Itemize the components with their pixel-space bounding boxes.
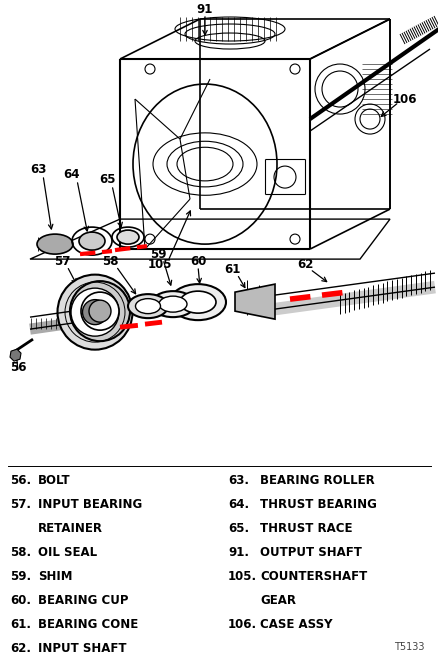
Polygon shape [30, 219, 389, 259]
Text: THRUST RACE: THRUST RACE [259, 522, 352, 535]
Ellipse shape [180, 291, 215, 313]
Text: 57.: 57. [10, 498, 31, 511]
Text: BOLT: BOLT [38, 474, 71, 487]
Ellipse shape [89, 300, 111, 322]
Text: 62.: 62. [10, 642, 31, 655]
Polygon shape [10, 349, 21, 361]
Text: 91.: 91. [227, 546, 248, 559]
Text: BEARING CONE: BEARING CONE [38, 618, 138, 631]
Ellipse shape [57, 275, 132, 350]
Text: 61.: 61. [10, 618, 31, 631]
Text: 57: 57 [54, 255, 70, 268]
Polygon shape [234, 284, 274, 319]
Text: 59.: 59. [10, 570, 31, 583]
Text: 91: 91 [196, 3, 213, 16]
Text: 64: 64 [64, 167, 80, 180]
Text: COUNTERSHAFT: COUNTERSHAFT [259, 570, 367, 583]
Text: 59: 59 [149, 247, 166, 260]
Ellipse shape [81, 292, 119, 330]
Text: 62: 62 [296, 258, 312, 271]
Text: 105.: 105. [227, 570, 257, 583]
Text: THRUST BEARING: THRUST BEARING [259, 498, 376, 511]
Text: INPUT BEARING: INPUT BEARING [38, 498, 142, 511]
Ellipse shape [159, 296, 187, 312]
Text: 106: 106 [392, 92, 416, 106]
Text: 63: 63 [30, 163, 46, 176]
Text: 60: 60 [189, 255, 206, 268]
Text: 63.: 63. [227, 474, 248, 487]
Ellipse shape [82, 300, 107, 325]
Text: OIL SEAL: OIL SEAL [38, 546, 97, 559]
Ellipse shape [135, 298, 160, 314]
Text: SHIM: SHIM [38, 570, 72, 583]
Text: 65.: 65. [227, 522, 248, 535]
Ellipse shape [79, 232, 105, 250]
Text: BEARING CUP: BEARING CUP [38, 594, 128, 607]
Ellipse shape [117, 230, 139, 244]
Text: 105: 105 [148, 258, 172, 271]
Text: 61: 61 [223, 262, 240, 276]
Ellipse shape [151, 291, 194, 317]
Text: 56.: 56. [10, 474, 31, 487]
Text: OUTPUT SHAFT: OUTPUT SHAFT [259, 546, 361, 559]
Text: GEAR: GEAR [259, 594, 295, 607]
Text: INPUT SHAFT: INPUT SHAFT [38, 642, 126, 655]
Text: 56: 56 [10, 361, 26, 374]
Text: 65: 65 [99, 173, 116, 186]
Text: 64.: 64. [227, 498, 248, 511]
Text: 60.: 60. [10, 594, 31, 607]
Text: RETAINER: RETAINER [38, 522, 103, 535]
Text: 106.: 106. [227, 618, 257, 631]
Ellipse shape [170, 284, 226, 320]
Text: T5133: T5133 [394, 642, 424, 652]
Text: 58.: 58. [10, 546, 31, 559]
Text: 58: 58 [102, 255, 118, 268]
Ellipse shape [128, 294, 168, 318]
Ellipse shape [70, 281, 130, 341]
Text: CASE ASSY: CASE ASSY [259, 618, 332, 631]
Text: BEARING ROLLER: BEARING ROLLER [259, 474, 374, 487]
Ellipse shape [37, 234, 73, 254]
Ellipse shape [71, 288, 119, 336]
